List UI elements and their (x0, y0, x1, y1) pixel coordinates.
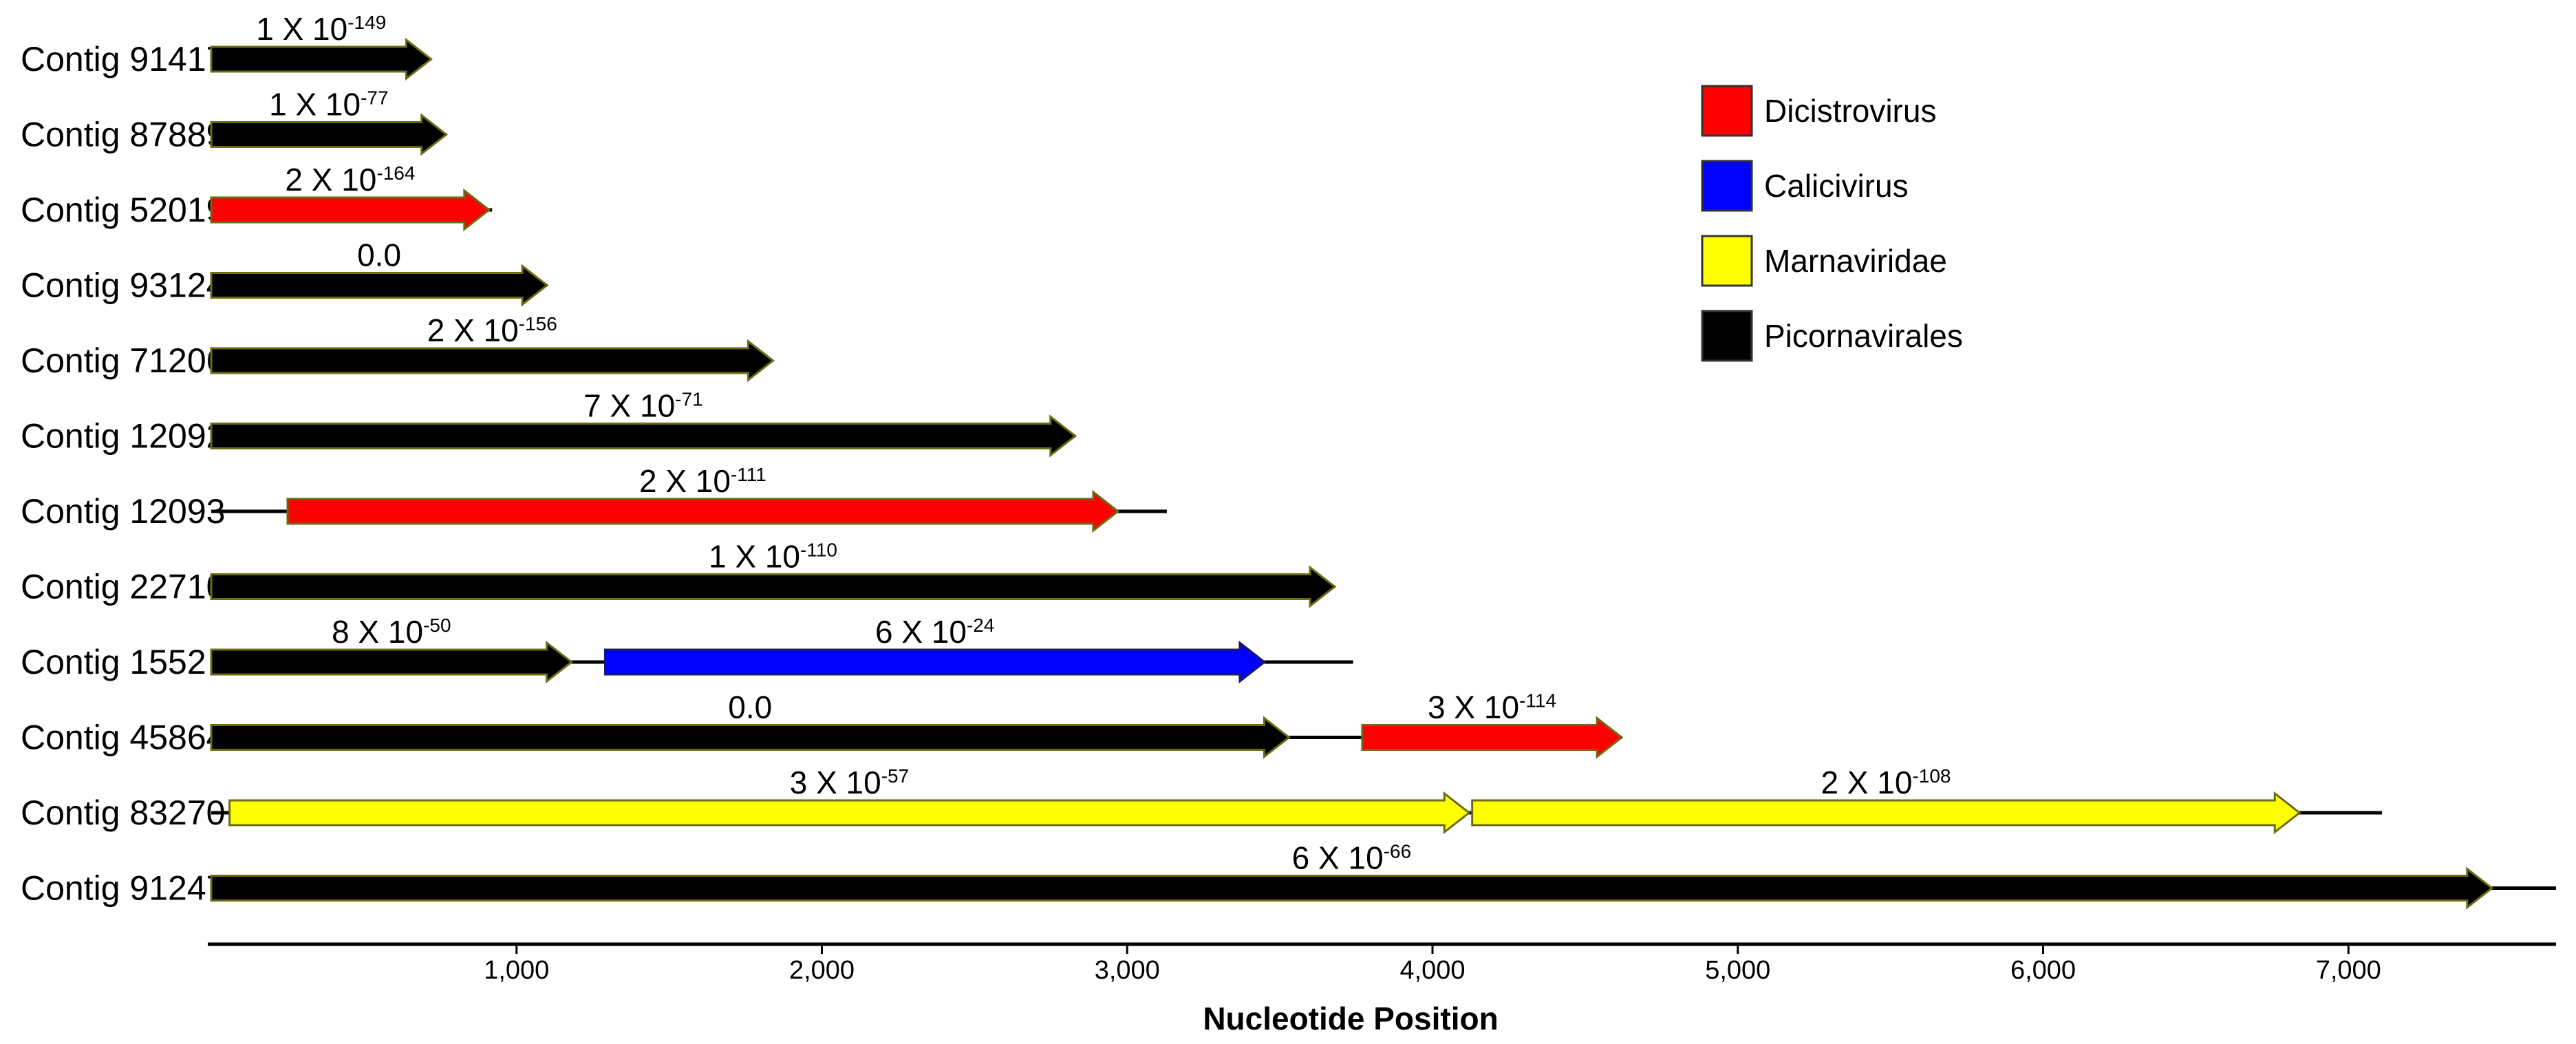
orf-arrow-dicistrovirus (210, 188, 491, 232)
contig-row: Contig 87889 1 X 10-77 (21, 87, 449, 156)
orf-evalue-label: 3 X 10-114 (1428, 690, 1556, 725)
contig-label: Contig 52019 (21, 191, 225, 229)
contig-label: Contig 12093 (21, 492, 225, 531)
orf-evalue-label: 0.0 (357, 237, 401, 273)
contig-row: Contig 45864 0.0 3 X 10-114 (21, 690, 1624, 759)
orf-arrow-picornavirales (210, 339, 775, 383)
legend-label: Dicistrovirus (1764, 93, 1936, 129)
orf-arrow-picornavirales (210, 640, 574, 684)
orf-evalue-label: 2 X 10-156 (427, 312, 557, 348)
contig-row: Contig 22710 1 X 10-110 (21, 539, 1337, 608)
legend-entry-picornavirales: Picornavirales (1701, 310, 1963, 362)
orf-evalue-label: 6 X 10-24 (875, 614, 994, 650)
contig-label: Contig 91417 (21, 40, 225, 78)
legend-swatch (1701, 85, 1753, 137)
x-tick-label: 5,000 (1705, 956, 1770, 985)
legend-label: Marnaviridae (1764, 243, 1947, 279)
contig-row: Contig 91417 1 X 10-149 (21, 11, 433, 81)
orf-evalue-label: 1 X 10-149 (256, 11, 386, 47)
orf-evalue-label: 1 X 10-110 (709, 539, 837, 575)
orf-arrow-dicistrovirus (1361, 716, 1624, 759)
orf-evalue-label: 2 X 10-108 (1821, 765, 1951, 800)
x-tick-label: 2,000 (789, 956, 855, 985)
legend-entry-dicistrovirus: Dicistrovirus (1701, 85, 1936, 137)
contig-label: Contig 1552 (21, 643, 206, 681)
legend-swatch (1701, 160, 1753, 212)
orf-evalue-label: 7 X 10-71 (583, 388, 702, 424)
orf-arrow-picornavirales (210, 414, 1077, 458)
legend-entry-calicivirus: Calicivirus (1701, 160, 1909, 212)
x-tick-label: 7,000 (2316, 956, 2381, 985)
contig-label: Contig 45864 (21, 718, 225, 757)
contig-label: Contig 71206 (21, 341, 225, 380)
contig-label: Contig 87889 (21, 116, 225, 154)
orf-evalue-label: 1 X 10-77 (269, 87, 388, 122)
orf-evalue-label: 2 X 10-164 (285, 162, 415, 198)
orf-arrow-picornavirales (210, 264, 549, 307)
contig-label: Contig 93124 (21, 266, 225, 305)
contig-label: Contig 91247 (21, 869, 225, 908)
legend-label: Calicivirus (1764, 168, 1909, 204)
orf-arrow-picornavirales (210, 866, 2494, 910)
x-tick-label: 1,000 (484, 956, 549, 985)
orf-evalue-label: 8 X 10-50 (332, 614, 451, 650)
orf-arrow-calicivirus (603, 640, 1267, 684)
contig-row: Contig 52019 2 X 10-164 (21, 162, 493, 232)
contig-row: Contig 12093 2 X 10-111 (21, 463, 1167, 533)
contig-row: Contig 91247 6 X 10-66 (21, 840, 2556, 910)
orf-arrow-picornavirales (210, 565, 1337, 608)
x-tick-label: 4,000 (1399, 956, 1465, 985)
contig-row: Contig 1552 8 X 10-50 6 X 10-24 (21, 614, 1353, 684)
x-tick-label: 3,000 (1095, 956, 1160, 985)
contig-row: Contig 83270 3 X 10-57 2 X 10-108 (21, 765, 2383, 835)
orf-arrow-dicistrovirus (286, 489, 1120, 533)
contig-row: Contig 12092 7 X 10-71 (21, 388, 1077, 458)
orf-evalue-label: 2 X 10-111 (639, 463, 766, 499)
orf-arrow-picornavirales (210, 113, 449, 156)
contig-rows: Contig 91417 1 X 10-149 Contig 87889 1 X 10… (21, 11, 2556, 910)
contig-row: Contig 93124 0.0 (21, 237, 549, 307)
contig-label: Contig 22710 (21, 568, 225, 606)
legend-entry-marnaviridae: Marnaviridae (1701, 235, 1947, 287)
x-axis-title: Nucleotide Position (1203, 1001, 1498, 1036)
orf-arrow-picornavirales (210, 37, 433, 81)
orf-arrow-marnaviridae (228, 791, 1471, 835)
contig-label: Contig 12092 (21, 417, 225, 456)
contig-label: Contig 83270 (21, 793, 225, 832)
x-axis: Nucleotide Position 1,000 2,000 3,000 4,000… (208, 942, 2556, 1036)
orf-arrow-picornavirales (210, 716, 1291, 759)
orf-evalue-label: 3 X 10-57 (790, 765, 909, 800)
legend-label: Picornavirales (1764, 318, 1963, 354)
orf-evalue-label: 6 X 10-66 (1292, 840, 1411, 876)
legend-swatch (1701, 235, 1753, 287)
orf-arrow-marnaviridae (1471, 791, 2301, 835)
contig-row: Contig 71206 2 X 10-156 (21, 312, 775, 383)
orf-evalue-label: 0.0 (728, 690, 772, 725)
legend-swatch (1701, 310, 1753, 362)
x-tick-label: 6,000 (2010, 956, 2076, 985)
legend: Dicistrovirus Calicivirus Marnaviridae Pico… (1701, 85, 1963, 362)
